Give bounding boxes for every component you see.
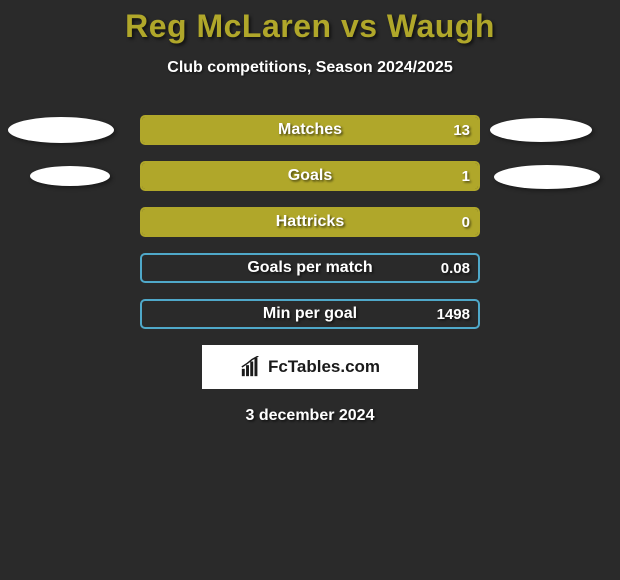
comparison-infographic: Reg McLaren vs Waugh Club competitions, … bbox=[0, 0, 620, 580]
brand-text: FcTables.com bbox=[268, 357, 380, 377]
left-ellipse bbox=[30, 166, 110, 186]
left-ellipse bbox=[8, 117, 114, 143]
page-subtitle: Club competitions, Season 2024/2025 bbox=[0, 59, 620, 77]
bar-label: Matches bbox=[142, 117, 478, 143]
stat-row-goals: Goals 1 bbox=[0, 161, 620, 191]
bar-value-right: 0.08 bbox=[441, 255, 470, 281]
bar-value-right: 13 bbox=[453, 117, 470, 143]
bar-value-right: 1 bbox=[462, 163, 470, 189]
stat-row-matches: Matches 13 bbox=[0, 115, 620, 145]
bar-label: Goals bbox=[142, 163, 478, 189]
stat-row-gpm: Goals per match 0.08 bbox=[0, 253, 620, 283]
right-ellipse bbox=[490, 118, 592, 142]
page-title: Reg McLaren vs Waugh bbox=[0, 8, 620, 45]
stat-row-hattricks: Hattricks 0 bbox=[0, 207, 620, 237]
chart-bars-icon bbox=[240, 356, 262, 378]
stat-bar-goals: Goals 1 bbox=[140, 161, 480, 191]
bar-value-right: 1498 bbox=[437, 301, 470, 327]
brand-badge: FcTables.com bbox=[202, 345, 418, 389]
bar-value-right: 0 bbox=[462, 209, 470, 235]
stat-rows: Matches 13 Goals 1 Hattricks 0 bbox=[0, 115, 620, 329]
bar-label: Hattricks bbox=[142, 209, 478, 235]
date-line: 3 december 2024 bbox=[0, 407, 620, 425]
bar-label: Min per goal bbox=[142, 301, 478, 327]
stat-bar-gpm: Goals per match 0.08 bbox=[140, 253, 480, 283]
stat-row-mpg: Min per goal 1498 bbox=[0, 299, 620, 329]
stat-bar-mpg: Min per goal 1498 bbox=[140, 299, 480, 329]
right-ellipse bbox=[494, 165, 600, 189]
stat-bar-matches: Matches 13 bbox=[140, 115, 480, 145]
stat-bar-hattricks: Hattricks 0 bbox=[140, 207, 480, 237]
bar-label: Goals per match bbox=[142, 255, 478, 281]
